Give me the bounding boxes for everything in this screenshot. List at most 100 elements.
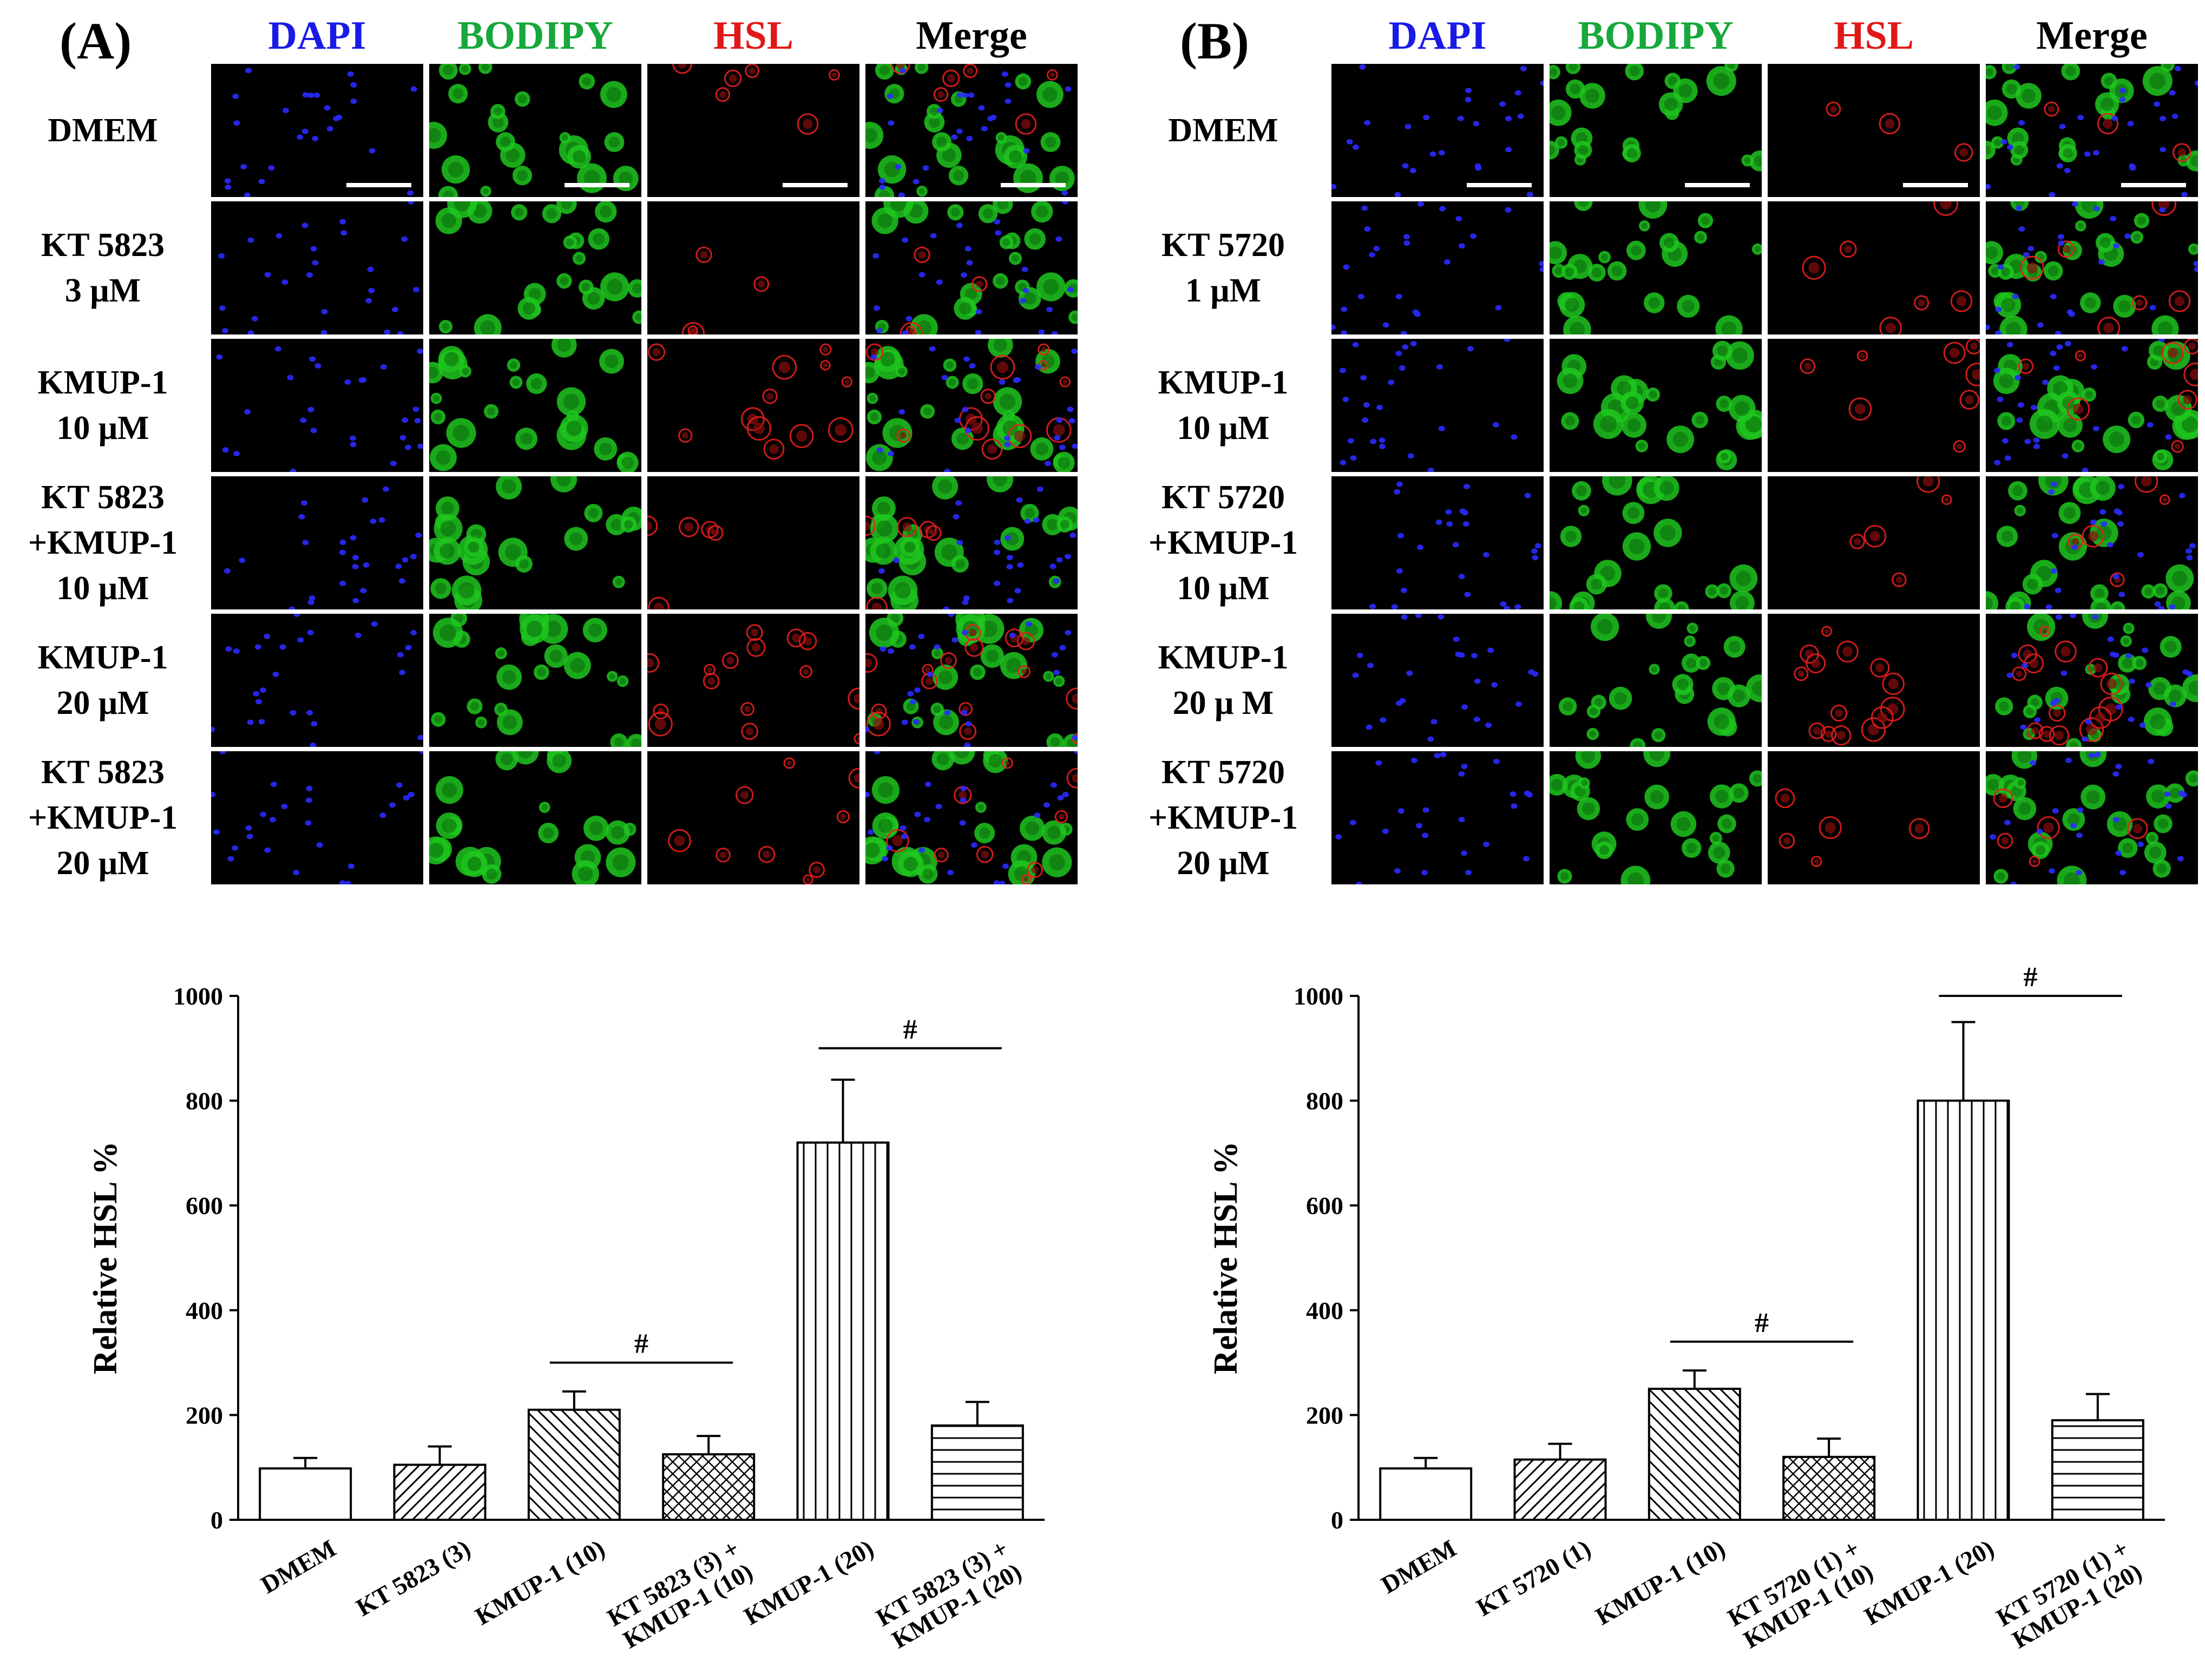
y-axis-label: Relative HSL % <box>1208 1141 1244 1375</box>
significance-marker: # <box>634 1329 648 1360</box>
micrograph-bodipy <box>429 751 641 884</box>
micrograph-dapi <box>1331 614 1544 747</box>
bar <box>393 1464 487 1521</box>
bar <box>1513 1458 1607 1521</box>
scale-bar <box>1001 183 1066 187</box>
bar <box>796 1141 890 1521</box>
bar <box>259 1467 352 1521</box>
micrograph-bodipy <box>429 614 641 747</box>
x-tick-label: DMEM <box>256 1534 340 1599</box>
y-tick-label: 1000 <box>1294 982 1343 1010</box>
micrograph-hsl <box>1768 339 1980 472</box>
micrograph-merge <box>1986 614 2198 747</box>
micrograph-bodipy <box>1550 476 1762 609</box>
micrograph-bodipy <box>1550 751 1762 884</box>
x-tick-label: KT 5720 (1) <box>1472 1534 1595 1621</box>
micrograph-dapi <box>1331 339 1544 472</box>
micrograph-merge <box>1986 339 2198 472</box>
x-tick-label: KMUP-1 (20) <box>739 1534 878 1630</box>
micrograph-merge <box>865 201 1078 334</box>
micrograph-merge <box>865 476 1078 609</box>
y-tick-label: 0 <box>1331 1506 1343 1534</box>
micrograph-dapi <box>211 614 423 747</box>
micrograph-merge <box>1986 64 2198 197</box>
row-label: KT 5823 +KMUP-1 10 μM <box>28 479 178 607</box>
panel-a: (A) DAPI BODIPY HSL Merge DMEM KT 5823 3 μM KMU… <box>0 0 1102 1680</box>
y-tick-label: 800 <box>1306 1087 1343 1115</box>
micrograph-merge <box>1986 476 2198 609</box>
panel-b: (B) DAPI BODIPY HSL Merge DMEM KT 5720 1 μM KMU… <box>1120 0 2205 1680</box>
micrograph-dapi <box>1331 64 1544 197</box>
micrograph-hsl <box>1768 64 1980 197</box>
bar <box>930 1424 1024 1521</box>
row-label: KT 5823 3 μM <box>41 227 165 309</box>
micrograph-bodipy <box>429 64 641 197</box>
y-tick-label: 200 <box>186 1401 223 1429</box>
micrograph-bodipy <box>1550 614 1762 747</box>
bar <box>527 1408 621 1521</box>
micrograph-hsl <box>647 751 859 884</box>
micrograph-hsl <box>647 201 859 334</box>
micrograph-merge <box>1986 201 2198 334</box>
scale-bar <box>1685 183 1750 187</box>
micrograph-dapi <box>1331 751 1544 884</box>
micrograph-merge <box>865 614 1078 747</box>
micrograph-dapi <box>211 751 423 884</box>
y-tick-label: 1000 <box>173 982 223 1010</box>
micrograph-hsl <box>647 614 859 747</box>
row-label: KT 5720 +KMUP-1 20 μM <box>1148 754 1298 882</box>
micrograph-dapi <box>1331 476 1544 609</box>
scale-bar <box>783 183 848 187</box>
row-label: KT 5720 1 μM <box>1161 227 1285 309</box>
column-header-bodipy: BODIPY <box>1578 14 1734 58</box>
significance-marker: # <box>1755 1308 1769 1338</box>
micrograph-dapi <box>211 201 423 334</box>
column-header-merge: Merge <box>916 14 1027 58</box>
row-label: KMUP-1 10 μM <box>37 364 168 447</box>
y-tick-label: 400 <box>186 1297 223 1324</box>
column-header-merge: Merge <box>2036 14 2148 58</box>
micrograph-merge <box>865 64 1078 197</box>
x-tick-label: DMEM <box>1376 1534 1461 1599</box>
y-tick-label: 600 <box>1306 1192 1343 1219</box>
column-header-dapi: DAPI <box>268 14 366 58</box>
micrograph-dapi <box>211 476 423 609</box>
scale-bar <box>2121 183 2186 187</box>
micrograph-dapi <box>211 339 423 472</box>
x-tick-label: KMUP-1 (10) <box>1591 1534 1730 1630</box>
panel-label: (B) <box>1180 12 1249 70</box>
micrograph-dapi <box>1331 201 1544 334</box>
y-tick-label: 400 <box>1306 1297 1343 1324</box>
micrograph-bodipy <box>429 476 641 609</box>
row-label: KMUP-1 10 μM <box>1158 364 1289 447</box>
micrograph-dapi <box>211 64 423 197</box>
row-label: KT 5823 +KMUP-1 20 μM <box>28 754 178 882</box>
bar <box>1648 1388 1741 1521</box>
micrograph-hsl <box>1768 201 1980 334</box>
column-header-bodipy: BODIPY <box>457 14 613 58</box>
scale-bar <box>1903 183 1968 187</box>
column-header-dapi: DAPI <box>1388 14 1487 58</box>
row-label: DMEM <box>1168 112 1278 149</box>
x-tick-label: KT 5720 (1) +KMUP-1 (20) <box>1992 1534 2147 1655</box>
micrograph-hsl <box>647 64 859 197</box>
significance-marker: # <box>2024 962 2038 993</box>
row-label: KMUP-1 20 μM <box>37 639 168 721</box>
micrograph-hsl <box>1768 614 1980 747</box>
micrograph-merge <box>1986 751 2198 884</box>
x-tick-label: KMUP-1 (10) <box>470 1534 609 1630</box>
y-tick-label: 200 <box>1306 1401 1343 1429</box>
micrograph-bodipy <box>1550 64 1762 197</box>
panel-label: (A) <box>60 12 132 70</box>
x-tick-label: KT 5823 (3) +KMUP-1 (20) <box>871 1534 1026 1655</box>
micrograph-merge <box>865 339 1078 472</box>
bar <box>1917 1099 2010 1521</box>
y-axis-label: Relative HSL % <box>87 1141 124 1375</box>
micrograph-hsl <box>1768 476 1980 609</box>
x-tick-label: KT 5720 (1) +KMUP-1 (10) <box>1723 1534 1878 1655</box>
x-tick-label: KT 5823 (3) <box>351 1534 475 1621</box>
scale-bar <box>565 183 629 187</box>
micrograph-hsl <box>647 339 859 472</box>
